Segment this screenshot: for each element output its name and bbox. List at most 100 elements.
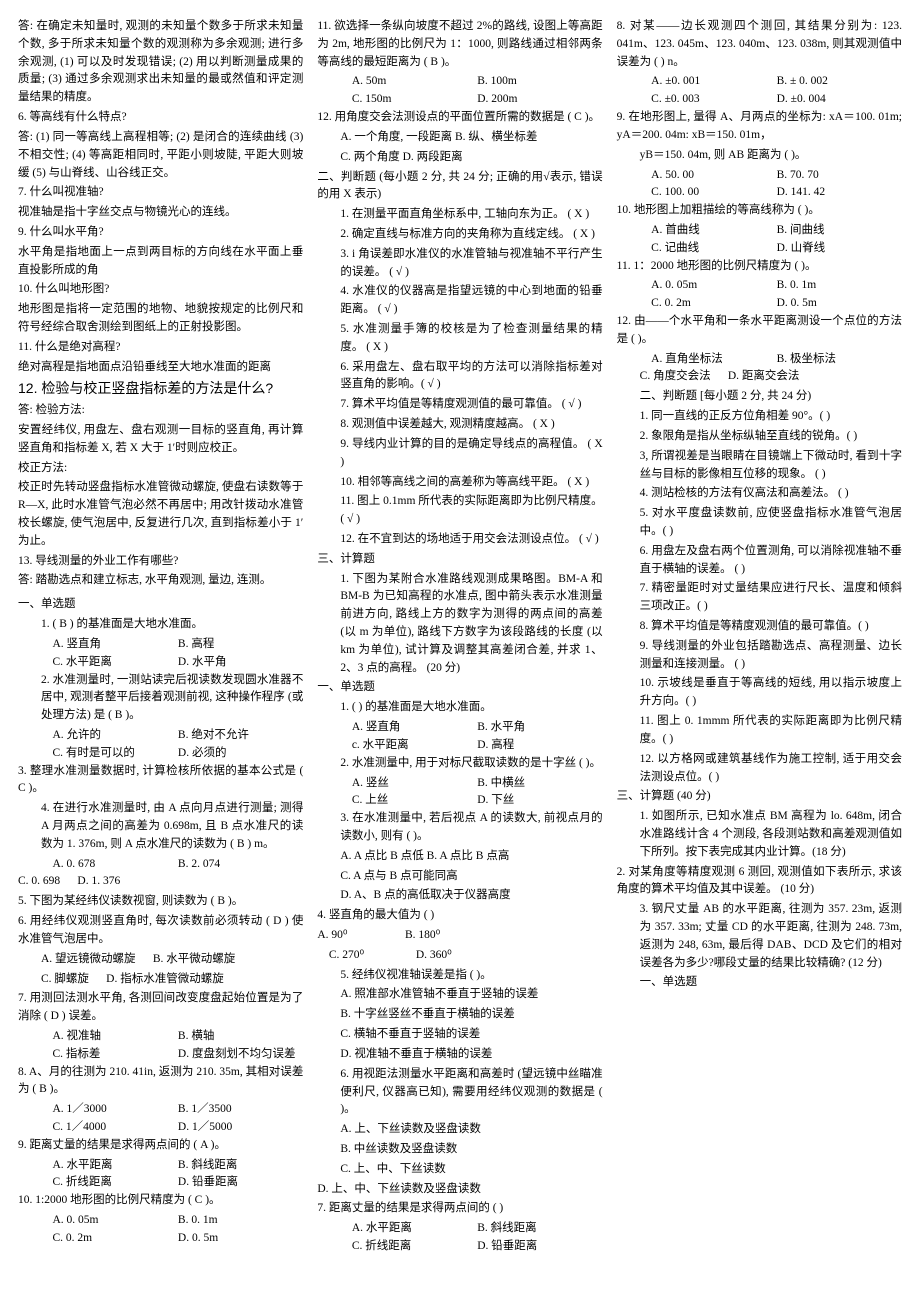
b1-6c: C. 上、中、下丝读数	[317, 1161, 602, 1179]
q12-heading: 12. 检验与校正竖盘指标差的方法是什么?	[18, 378, 303, 400]
s1-10: 10. 1:2000 地形图的比例尺精度为 ( C )。	[18, 1192, 303, 1210]
b2-9: 9. 导线测量的外业包括踏勘选点、高程测量、边长测量和连接测量。 ( )	[617, 638, 902, 674]
b1-7-opts: A. 水平距离B. 斜线距离	[317, 1220, 602, 1238]
b1-10-opts2: C. 记曲线D. 山脊线	[617, 240, 902, 258]
b1-12-opts: A. 直角坐标法B. 极坐标法	[617, 351, 902, 369]
q13: 13. 导线测量的外业工作有哪些?	[18, 553, 303, 571]
b2-8: 8. 算术平均值是等精度观测值的最可靠值。( )	[617, 618, 902, 636]
s2-5: 5. 水准测量手簿的校核是为了检查测量结果的精度。 ( X )	[317, 321, 602, 357]
b1-6a: A. 上、下丝读数及竖盘读数	[317, 1121, 602, 1139]
a7: 视准轴是指十字丝交点与物镜光心的连线。	[18, 204, 303, 222]
s1-7-opts2: C. 指标差D. 度盘刻划不均匀误差	[18, 1046, 303, 1064]
b2-4: 4. 测站检核的方法有仪高法和高差法。 ( )	[617, 485, 902, 503]
s1-9-opts: A. 水平距离B. 斜线距离	[18, 1157, 303, 1175]
b1-9-opts: A. 50. 00B. 70. 70	[617, 167, 902, 185]
s1-8-opts2: C. 1／4000D. 1／5000	[18, 1119, 303, 1137]
s1-6: 6. 用经纬仪观测竖直角时, 每次读数前必须转动 ( D ) 使水准管气泡居中。	[18, 913, 303, 949]
b2-5: 5. 对水平度盘读数前, 应使竖盘指标水准管气泡居中。( )	[617, 505, 902, 541]
s1-7-opts: A. 视准轴B. 横轴	[18, 1028, 303, 1046]
b1-7: 7. 距离丈量的结果是求得两点间的 ( )	[317, 1200, 602, 1218]
b2-2: 2. 象限角是指从坐标纵轴至直线的锐角。( )	[617, 428, 902, 446]
a11: 绝对高程是指地面点沿铅垂线至大地水准面的距离	[18, 359, 303, 377]
s1-11-opts: A. 50mB. 100m	[317, 73, 602, 91]
b1-12-opts2: C. 角度交会法 D. 距离交会法	[617, 368, 902, 386]
b1-9-opts2: C. 100. 00D. 141. 42	[617, 184, 902, 202]
b1-12: 12. 由——个水平角和一条水平距离测设一个点位的方法是 ( )。	[617, 313, 902, 349]
s1-1: 1. ( B ) 的基准面是大地水准面。	[18, 616, 303, 634]
q10: 10. 什么叫地形图?	[18, 281, 303, 299]
b1-3d: D. A、B 点的高低取决于仪器高度	[317, 887, 602, 905]
s1-4-opts2: C. 0. 698 D. 1. 376	[18, 873, 303, 891]
s1-3: 3. 整理水准测量数据时, 计算检核所依据的基本公式是 ( C )。	[18, 763, 303, 799]
s1-1-opts: A. 竖直角B. 高程	[18, 636, 303, 654]
s1-10-opts: A. 0. 05mB. 0. 1m	[18, 1212, 303, 1230]
b2-6: 6. 用盘左及盘右两个位置测角, 可以消除视准轴不垂直于横轴的误差。 ( )	[617, 543, 902, 579]
s1-12c: C. 两个角度 D. 两段距离	[317, 149, 602, 167]
b3-3: 3. 钢尺丈量 AB 的水平距离, 往测为 357. 23m, 返测为 357.…	[617, 901, 902, 972]
s1-2-opts: A. 允许的B. 绝对不允许	[18, 727, 303, 745]
s1-12a: A. 一个角度, 一段距离 B. 纵、横坐标差	[317, 129, 602, 147]
s1-7: 7. 用测回法测水平角, 各测回间改变度盘起始位置是为了消除 ( D ) 误差。	[18, 990, 303, 1026]
b1-9b: yB＝150. 04m, 则 AB 距离为 ( )。	[617, 147, 902, 165]
b1-2-opts2: C. 上丝D. 下丝	[317, 792, 602, 810]
b2-12: 12. 以方格网或建筑基线作为施工控制, 适于用交会法测设点位。( )	[617, 751, 902, 787]
a12b: 安置经纬仪, 用盘左、盘右观测一目标的竖直角, 再计算竖直角和指标差 X, 若 …	[18, 422, 303, 458]
b1-10: 10. 地形图上加粗描绘的等高线称为 ( )。	[617, 202, 902, 220]
s2-6: 6. 采用盘左、盘右取平均的方法可以消除指标差对竖直角的影响。( √ )	[317, 359, 602, 395]
a12d: 校正时先转动竖盘指标水准管微动螺旋, 使盘右读数等于 R—X, 此时水准管气泡必…	[18, 479, 303, 550]
b3-1: 1. 如图所示, 已知水准点 BM 高程为 lo. 648m, 闭合水准路线计含…	[617, 808, 902, 861]
b2-10: 10. 示坡线是垂直于等高线的短线, 用以指示坡度上升方向。( )	[617, 675, 902, 711]
s1-11: 11. 欲选择一条纵向坡度不超过 2%的路线, 设图上等高距为 2m, 地形图的…	[317, 18, 602, 71]
s1-2: 2. 水准测量时, 一测站读完后视读数发现圆水准器不居中, 观测者整平后接着观测…	[18, 672, 303, 725]
s1-8-opts: A. 1／3000B. 1／3500	[18, 1101, 303, 1119]
b3-2: 2. 对某角度等精度观测 6 测回, 观测值如下表所示, 求该角度的算术平均值及…	[617, 864, 902, 900]
sec1-title: 一、单选题	[18, 596, 303, 614]
b2-7: 7. 精密量距时对丈量结果应进行尺长、温度和倾斜三项改正。( )	[617, 580, 902, 616]
s1-12: 12. 用角度交会法测设点的平面位置所需的数据是 ( C )。	[317, 109, 602, 127]
sec3b-title: 三、计算题 (40 分)	[617, 788, 902, 806]
q9: 9. 什么叫水平角?	[18, 224, 303, 242]
b1-6b: B. 中丝读数及竖盘读数	[317, 1141, 602, 1159]
b1-5a: A. 照准部水准管轴不垂直于竖轴的误差	[317, 986, 602, 1004]
b1-8-opts: A. ±0. 001B. ± 0. 002	[617, 73, 902, 91]
s1-11-opts2: C. 150mD. 200m	[317, 91, 602, 109]
b1-1: 1. ( ) 的基准面是大地水准面。	[317, 699, 602, 717]
s2-7: 7. 算术平均值是等精度观测值的最可靠值。 ( √ )	[317, 396, 602, 414]
b1-5: 5. 经纬仪视准轴误差是指 ( )。	[317, 967, 602, 985]
q6: 6. 等高线有什么特点?	[18, 109, 303, 127]
b1-4: 4. 竖直角的最大值为 ( )	[317, 907, 602, 925]
s2-11: 11. 图上 0.1mm 所代表的实际距离即为比例尺精度。 ( √ )	[317, 493, 602, 529]
b1-1-opts: A. 竖直角B. 水平角	[317, 719, 602, 737]
q7: 7. 什么叫视准轴?	[18, 184, 303, 202]
s2-3: 3. i 角误差即水准仪的水准管轴与视准轴不平行产生的误差。 ( √ )	[317, 246, 602, 282]
sec2b-title: 二、判断题 [每小题 2 分, 共 24 分)	[617, 388, 902, 406]
b1-5d: D. 视准轴不垂直于横轴的误差	[317, 1046, 602, 1064]
b1-8-opts2: C. ±0. 003D. ±0. 004	[617, 91, 902, 109]
s2-9: 9. 导线内业计算的目的是确定导线点的高程值。 ( X )	[317, 436, 602, 472]
a12a: 答: 检验方法:	[18, 402, 303, 420]
b1-10-opts: A. 首曲线B. 间曲线	[617, 222, 902, 240]
sec1b-title: 一、单选题	[317, 679, 602, 697]
b1-11-opts: A. 0. 05mB. 0. 1m	[617, 277, 902, 295]
q11: 11. 什么是绝对高程?	[18, 339, 303, 357]
a9: 水平角是指地面上一点到两目标的方向线在水平面上垂直投影所成的角	[18, 244, 303, 280]
s1-4: 4. 在进行水准测量时, 由 A 点向月点进行测量; 测得 A 月两点之间的高差…	[18, 800, 303, 853]
s2-1: 1. 在测量平面直角坐标系中, 工轴向东为正。 ( X )	[317, 206, 602, 224]
secA-title: 一、单选题	[617, 974, 902, 992]
s1-9: 9. 距离丈量的结果是求得两点间的 ( A )。	[18, 1137, 303, 1155]
s3-1: 1. 下图为某附合水准路线观测成果略图。BM-A 和 BM-B 为已知高程的水准…	[317, 571, 602, 678]
s1-5: 5. 下图为某经纬仪读数视窗, 则读数为 ( B )。	[18, 893, 303, 911]
intro-answer: 答: 在确定未知量时, 观测的未知量个数多于所求未知量个数, 多于所求未知量个数…	[18, 18, 303, 107]
b2-11: 11. 图上 0. 1mmm 所代表的实际距离即为比例尺精度。( )	[617, 713, 902, 749]
b1-7-opts2: C. 折线距离D. 铅垂距离	[317, 1238, 602, 1256]
b1-6: 6. 用视距法测量水平距离和高差时 (望远镜中丝瞄准便利尺, 仪器高已知), 需…	[317, 1066, 602, 1119]
s1-8: 8. A、月的往测为 210. 41in, 返测为 210. 35m, 其相对误…	[18, 1064, 303, 1100]
s2-10: 10. 相邻等高线之间的高差称为等高线平距。 ( X )	[317, 474, 602, 492]
b1-3: 3. 在水准测量中, 若后视点 A 的读数大, 前视点月的读数小, 则有 ( )…	[317, 810, 602, 846]
s2-2: 2. 确定直线与标准方向的夹角称为直线定线。 ( X )	[317, 226, 602, 244]
b1-9: 9. 在地形图上, 量得 A、月两点的坐标为: xA＝100. 01m; yA＝…	[617, 109, 902, 145]
s1-10-opts2: C. 0. 2mD. 0. 5m	[18, 1230, 303, 1248]
s2-4: 4. 水准仪的仪器高是指望远镜的中心到地面的铅垂距离。 ( √ )	[317, 283, 602, 319]
s1-6a: A. 望远镜微动螺旋 B. 水平微动螺旋	[18, 951, 303, 969]
b1-11-opts2: C. 0. 2mD. 0. 5m	[617, 295, 902, 313]
